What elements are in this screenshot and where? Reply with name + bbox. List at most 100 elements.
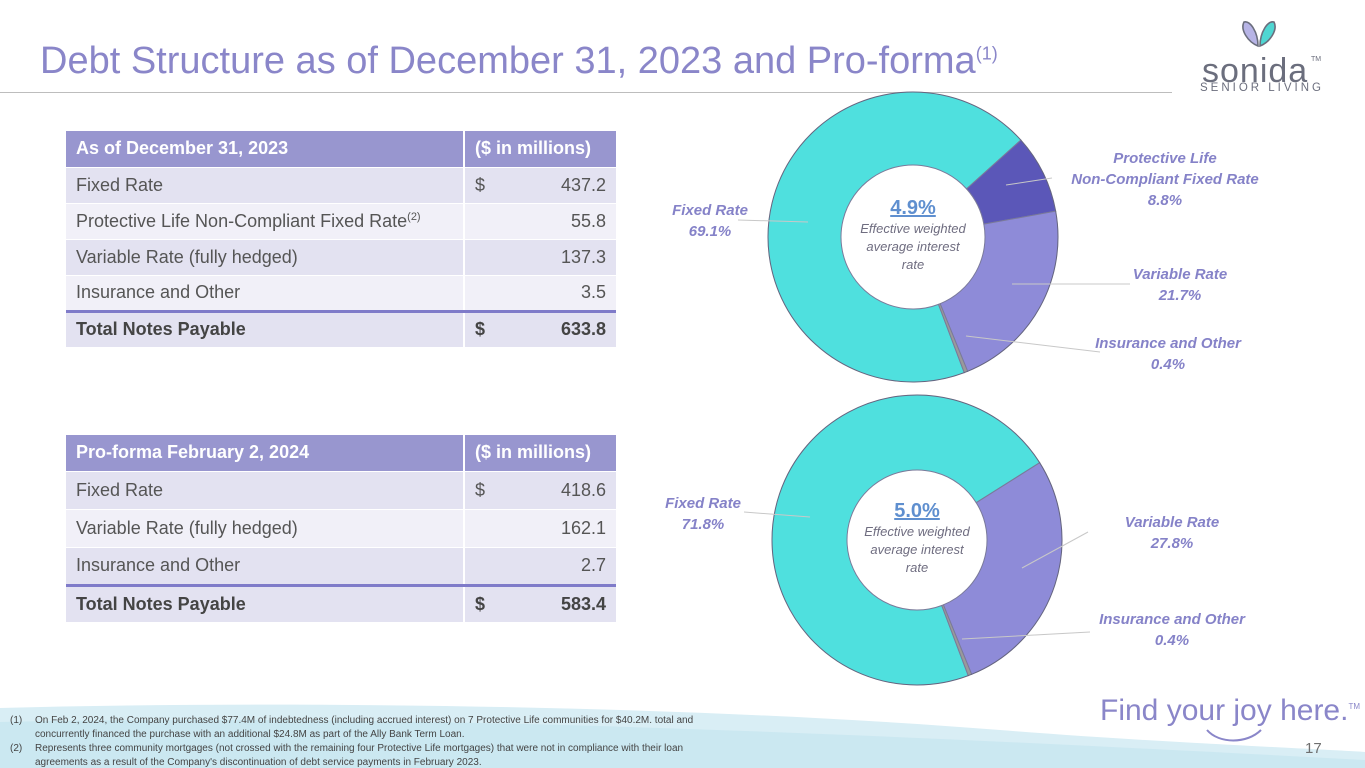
amount-value: 2.7 [580,555,606,575]
row-label: Insurance and Other [66,274,464,311]
row-label: Variable Rate (fully hedged) [66,238,464,275]
effective-rate-caption: average interest [866,239,960,254]
table-row: Insurance and Other 2.7 [66,546,616,585]
donut-center-label: 5.0% Effective weighted average interest ra… [852,500,982,577]
title-footnote-ref: (1) [975,43,998,64]
slice-label: Fixed Rate 71.8% [665,493,741,535]
slice-name: Fixed Rate [665,495,741,512]
amount-value: 418.6 [560,479,606,500]
slice-name: Variable Rate [1132,266,1228,283]
slice-value: 8.8% [1147,192,1183,209]
row-label: Variable Rate (fully hedged) [66,508,464,547]
effective-rate-caption: Effective weighted [860,221,966,236]
amount-value: 137.3 [560,246,606,267]
slice-value: 27.8% [1150,535,1194,552]
slice-name: Non-Compliant Fixed Rate [1071,171,1259,188]
slice-name: Protective Life [1113,150,1217,167]
total-value: 583.4 [560,593,606,614]
table-header-units: ($ in millions) [463,131,616,167]
leader-line [961,631,1091,640]
table-header-row: As of December 31, 2023 ($ in millions) [66,131,616,167]
leader-line [1021,531,1089,569]
brand-tagline: Find your joy here.TM [1100,694,1361,727]
table-header-label: As of December 31, 2023 [66,131,464,167]
logo-tagline: SENIOR LIVING [1200,82,1324,94]
page-number: 17 [1305,740,1322,757]
donut-outline [771,394,1063,686]
donut-outline [767,91,1059,383]
amount-value: 162.1 [560,517,606,538]
table-header-row: Pro-forma February 2, 2024 ($ in million… [66,435,616,471]
tagline-trademark: TM [1348,702,1361,711]
slice-value: 0.4% [1150,356,1186,373]
table-row: Fixed Rate $418.6 [66,470,616,509]
row-label: Insurance and Other [66,546,464,585]
slice-name: Insurance and Other [1099,611,1245,628]
row-label: Protective Life Non-Compliant Fixed Rate… [66,202,464,239]
row-amount: $437.2 [463,166,616,203]
amount-value: 55.8 [570,210,606,231]
slice-value: 0.4% [1154,632,1190,649]
slice-label: Variable Rate 27.8% [1125,512,1220,554]
table-row: Fixed Rate $437.2 [66,166,616,203]
row-amount: 137.3 [463,238,616,275]
total-label: Total Notes Payable [66,583,464,622]
slice-value: 69.1% [688,223,732,240]
slice-value: 71.8% [681,516,725,533]
butterfly-icon [1242,21,1276,48]
table-header-label: Pro-forma February 2, 2024 [66,435,464,471]
donut-svg [737,91,1130,383]
leader-line [743,511,811,518]
donut-chart-proforma: Fixed Rate 71.8% Variable Rate 27.8% Insuran… [640,392,1310,692]
donut-svg [743,394,1091,686]
row-amount: 2.7 [463,546,616,585]
total-value: 633.8 [560,319,606,340]
effective-rate-caption: rate [901,257,925,272]
debt-table-proforma: Pro-forma February 2, 2024 ($ in million… [66,435,616,622]
total-amount: $583.4 [463,583,616,622]
slice-label: Variable Rate 21.7% [1133,264,1228,306]
debt-table-2023: As of December 31, 2023 ($ in millions) … [66,131,616,347]
currency-sign: $ [475,593,486,614]
leader-line [965,335,1101,353]
row-amount: 3.5 [463,274,616,311]
slice-label: Protective Life Non-Compliant Fixed Rate 8… [1071,148,1259,211]
table-row: Variable Rate (fully hedged) 162.1 [66,508,616,547]
currency-sign: $ [475,174,486,195]
table-row: Insurance and Other 3.5 [66,274,616,311]
title-text: Debt Structure as of December 31, 2023 a… [40,40,976,82]
table-header-units: ($ in millions) [463,435,616,471]
row-amount: $418.6 [463,470,616,509]
leader-line [737,219,809,223]
row-amount: 162.1 [463,508,616,547]
row-label: Fixed Rate [66,166,464,203]
donut-chart-2023: Fixed Rate 69.1% Protective Life Non-Compli… [640,91,1310,388]
amount-value: 3.5 [580,282,606,302]
effective-rate-caption: Effective weighted [864,524,970,539]
slice-label: Insurance and Other 0.4% [1099,609,1245,651]
total-label: Total Notes Payable [66,309,464,347]
slice-label: Fixed Rate 69.1% [672,200,748,242]
row-label: Fixed Rate [66,470,464,509]
table-row: Protective Life Non-Compliant Fixed Rate… [66,202,616,239]
table-total-row: Total Notes Payable $583.4 [66,583,616,622]
slice-label: Insurance and Other 0.4% [1095,333,1241,375]
amount-value: 437.2 [560,174,606,195]
title-divider [0,92,1172,93]
currency-sign: $ [475,319,486,340]
footnote: (1) On Feb 2, 2024, the Company purchased… [10,715,694,740]
sonida-logo: sonida TM SENIOR LIVING [1190,16,1330,102]
leader-line [1005,177,1053,186]
slice-name: Fixed Rate [672,202,748,219]
currency-sign: $ [475,479,486,500]
slice-name: Variable Rate [1124,514,1220,531]
effective-rate-value: 5.0% [894,500,940,522]
footnotes: (1) On Feb 2, 2024, the Company purchased… [10,714,710,768]
footer-band [0,704,1365,768]
effective-rate-caption: rate [905,560,929,575]
donut-center-label: 4.9% Effective weighted average interest ra… [848,197,978,274]
total-amount: $633.8 [463,309,616,347]
table-row: Variable Rate (fully hedged) 137.3 [66,238,616,275]
footnote: (2) Represents three community mortgages … [10,743,684,768]
smile-swoosh-icon [1206,729,1262,742]
